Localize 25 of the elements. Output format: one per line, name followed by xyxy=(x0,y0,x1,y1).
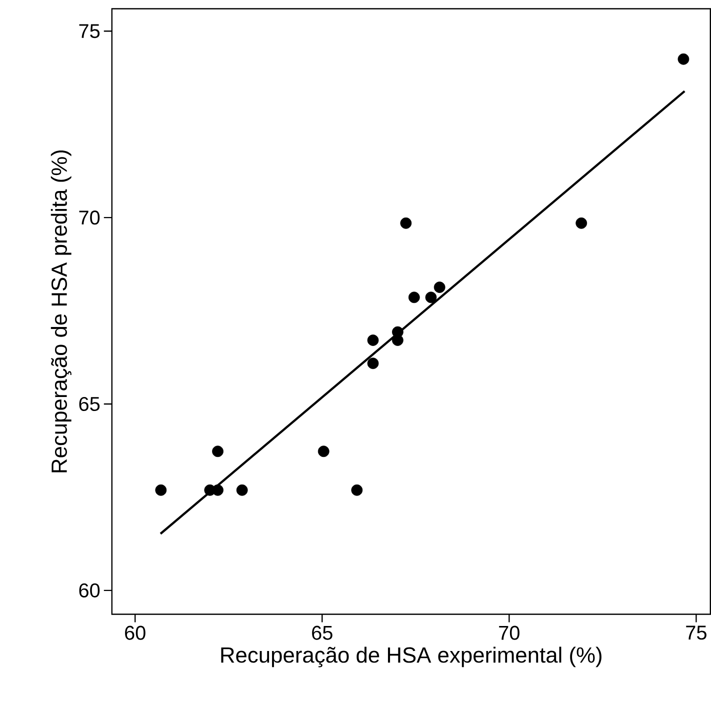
point xyxy=(236,484,248,496)
y-axis-title: Recuperação de HSA predita (%) xyxy=(50,150,72,472)
point xyxy=(576,217,588,229)
point xyxy=(434,282,446,293)
point xyxy=(367,334,379,346)
point xyxy=(392,326,404,338)
x-tick-label: 70 xyxy=(499,626,520,640)
x-axis-title: Recuperação de HSA experimental (%) xyxy=(221,646,602,668)
y-tick-label: 60 xyxy=(79,583,100,598)
y-tick-label: 65 xyxy=(79,396,100,411)
point xyxy=(367,358,379,369)
point xyxy=(318,446,330,457)
x-tick-label: 75 xyxy=(686,626,706,640)
point xyxy=(425,292,437,303)
x-tick-label: 60 xyxy=(125,626,146,640)
point xyxy=(351,484,363,496)
point xyxy=(408,292,420,303)
x-tick-label: 65 xyxy=(312,626,332,640)
point xyxy=(678,53,690,65)
point xyxy=(212,484,224,496)
point xyxy=(212,446,224,457)
point xyxy=(400,217,412,229)
point xyxy=(155,484,167,496)
y-tick-label: 75 xyxy=(79,24,100,38)
y-tick-label: 70 xyxy=(79,210,100,225)
